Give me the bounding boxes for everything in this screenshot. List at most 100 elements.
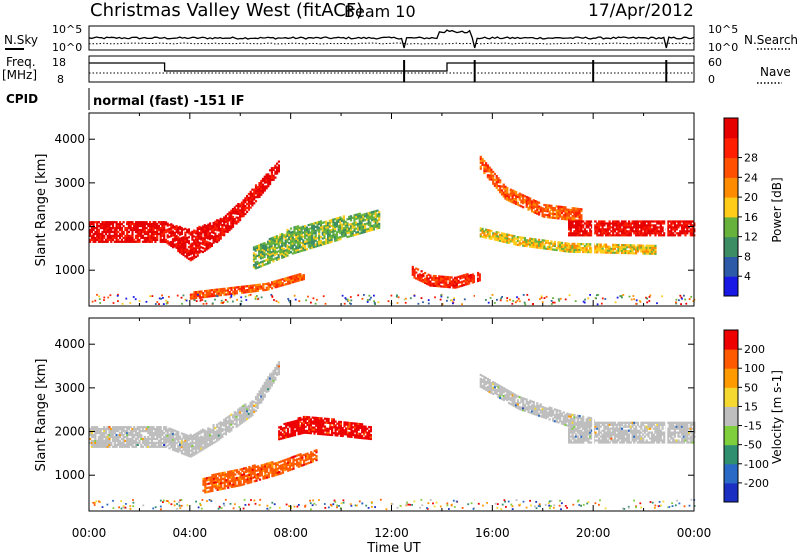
- cell-0: [230, 225, 233, 228]
- cell-0: [217, 436, 220, 439]
- cell-4: [486, 164, 489, 167]
- ground-scatter-cell: [519, 300, 521, 303]
- cell-6: [615, 251, 618, 254]
- cell-0: [265, 386, 268, 390]
- cell-2: [362, 219, 365, 222]
- cell-0: [253, 188, 256, 191]
- cell-2: [254, 263, 257, 266]
- cell-0: [147, 234, 150, 237]
- cell-0: [166, 436, 169, 439]
- cell-2: [297, 250, 300, 253]
- cell-1: [243, 475, 246, 478]
- cell-6: [493, 234, 496, 237]
- cell-0: [170, 244, 173, 247]
- cell-2: [327, 226, 330, 229]
- cell-1: [243, 471, 246, 474]
- cell-4: [555, 217, 558, 220]
- cell-5: [670, 226, 673, 229]
- cell-5: [576, 232, 579, 235]
- cell-0: [113, 232, 116, 236]
- cell-5: [587, 226, 590, 229]
- cell-2: [355, 233, 358, 236]
- cell-6: [488, 231, 491, 234]
- cell-1: [193, 293, 196, 296]
- cell-0: [223, 216, 226, 219]
- cell-2: [321, 231, 324, 234]
- cell-6: [541, 245, 544, 248]
- cell-0: [228, 213, 231, 216]
- cell-2: [300, 236, 303, 239]
- cell-0: [108, 439, 111, 442]
- cell-1: [223, 475, 226, 478]
- cell-2: [314, 233, 317, 236]
- cell-2: [259, 247, 263, 250]
- cell-2: [293, 238, 296, 241]
- cell-6: [529, 245, 532, 248]
- cell-1: [234, 473, 237, 476]
- cell-0: [140, 234, 143, 237]
- ground-scatter-cell: [96, 293, 98, 296]
- cell-0: [149, 234, 152, 237]
- cell-4: [538, 201, 541, 204]
- cell-3: [452, 286, 455, 289]
- cell-1: [264, 465, 267, 468]
- cell-0: [104, 230, 108, 234]
- cell-0: [177, 446, 180, 449]
- ground-scatter-cell: [559, 297, 562, 300]
- cell-0: [171, 244, 175, 247]
- cell-1: [310, 459, 313, 462]
- cell-0: [242, 199, 245, 202]
- cell-0: [131, 240, 134, 243]
- cell-0: [101, 232, 104, 236]
- cell-5: [610, 234, 613, 237]
- cell-1: [248, 467, 251, 470]
- cell-0: [201, 241, 205, 244]
- cell-2: [358, 218, 361, 221]
- cell-5: [628, 234, 631, 237]
- cell-0: [108, 445, 111, 448]
- cell-5: [684, 234, 687, 237]
- cell-0: [157, 445, 160, 448]
- cell-5: [582, 234, 585, 237]
- cell-5: [666, 232, 669, 235]
- cell-0: [104, 428, 108, 431]
- cell-0: [184, 447, 187, 450]
- ground-scatter-cell: [595, 294, 598, 297]
- cell-2: [311, 226, 314, 230]
- cell-0: [104, 432, 108, 435]
- cell-0: [129, 221, 132, 224]
- cell-1: [189, 297, 192, 300]
- cell-6: [481, 231, 484, 234]
- cell-0: [159, 428, 162, 431]
- cell-5: [585, 226, 588, 229]
- cell-0: [214, 224, 217, 227]
- cell-0: [261, 189, 265, 192]
- cell-1: [262, 463, 265, 466]
- cell-6: [605, 247, 608, 250]
- cell-0: [242, 406, 245, 409]
- cell-1: [221, 481, 224, 484]
- cell-3: [441, 279, 444, 282]
- cell-3: [417, 274, 420, 277]
- cell-5: [642, 226, 645, 229]
- cell-0: [129, 223, 132, 226]
- cell-0: [231, 225, 235, 228]
- cell-5: [661, 230, 664, 233]
- cell-0: [244, 411, 247, 414]
- cell-1: [195, 294, 198, 298]
- cell-4: [509, 192, 512, 195]
- cell-1: [213, 479, 216, 482]
- cell-0: [258, 195, 261, 198]
- cell-0: [110, 430, 113, 433]
- cell-5: [622, 220, 625, 223]
- cell-4: [575, 213, 578, 216]
- cell-2: [314, 243, 317, 246]
- cell-0: [207, 435, 210, 438]
- cell-1: [216, 292, 219, 295]
- cell-2: [295, 239, 298, 242]
- cell-4: [483, 167, 486, 171]
- cell-0: [171, 448, 175, 451]
- cell-0: [170, 432, 173, 435]
- cell-4: [513, 202, 516, 205]
- cell-2: [304, 234, 307, 238]
